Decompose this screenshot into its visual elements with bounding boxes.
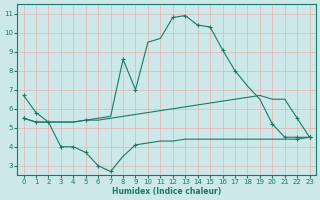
X-axis label: Humidex (Indice chaleur): Humidex (Indice chaleur)	[112, 187, 221, 196]
